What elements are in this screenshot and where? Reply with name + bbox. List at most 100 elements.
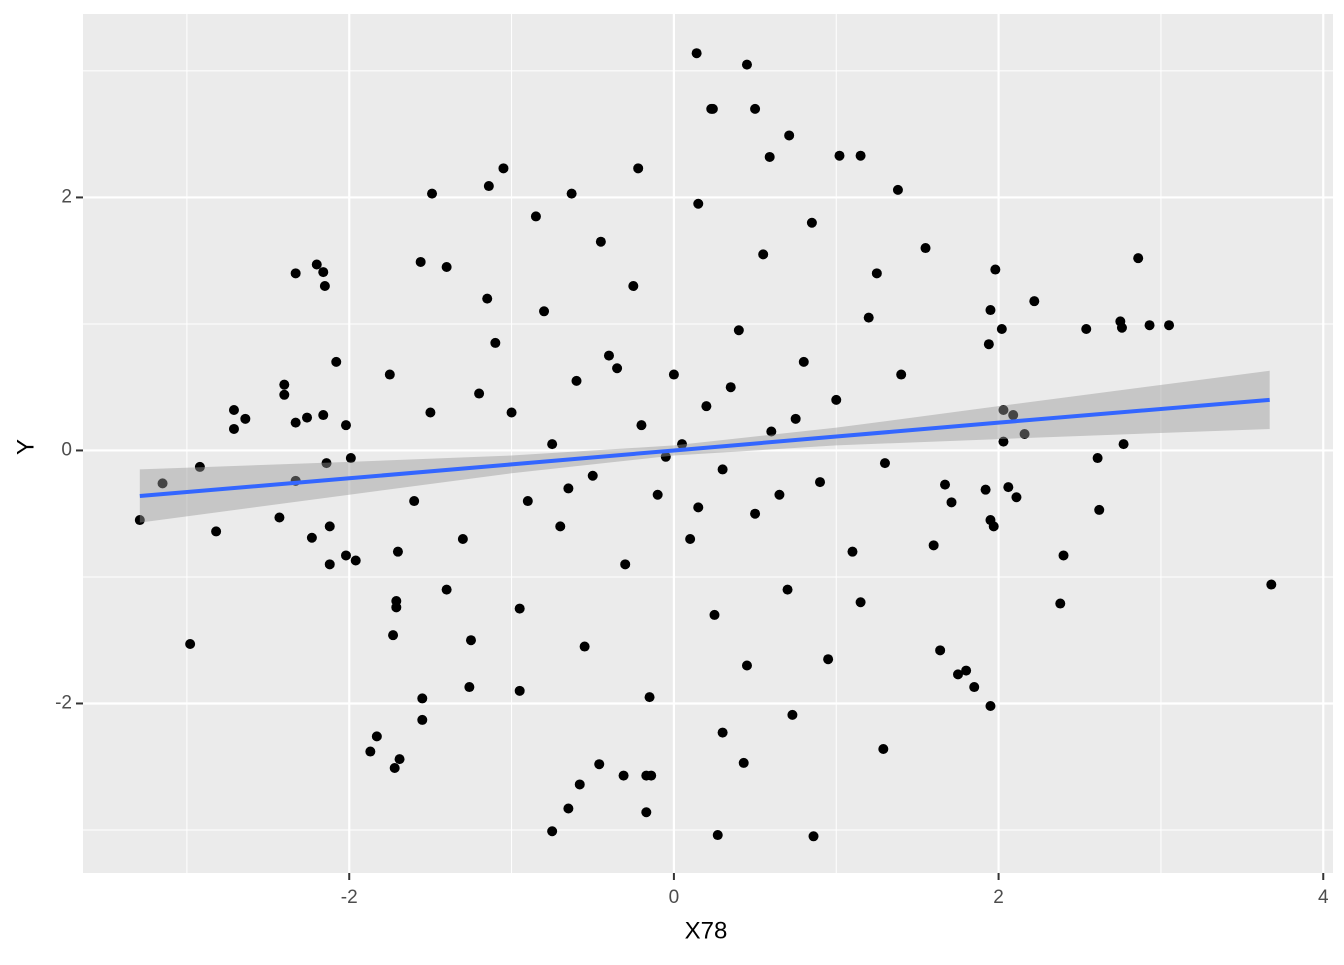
point (228, 404, 239, 415)
point (290, 268, 301, 279)
point (988, 521, 999, 532)
point (530, 211, 541, 222)
x-axis-title: X78 (685, 917, 728, 944)
point (644, 692, 655, 703)
point (425, 407, 436, 418)
point (717, 727, 728, 738)
point (1092, 453, 1103, 464)
point (750, 103, 761, 114)
point (340, 420, 351, 431)
point (725, 382, 736, 393)
point (983, 339, 994, 350)
point (1164, 320, 1175, 331)
y-tick-label: 0 (61, 439, 72, 460)
point (415, 256, 426, 267)
point (279, 389, 290, 400)
point (157, 478, 168, 489)
point (566, 188, 577, 199)
point (815, 477, 826, 488)
marks (134, 48, 1277, 842)
point (384, 369, 395, 380)
point (211, 526, 222, 537)
point (1011, 492, 1022, 503)
point (1118, 439, 1129, 450)
point (855, 150, 866, 161)
point (646, 770, 657, 781)
point (555, 521, 566, 532)
point (306, 532, 317, 543)
point (318, 410, 329, 421)
point (514, 603, 525, 614)
point (194, 461, 205, 472)
point (855, 597, 866, 608)
point (798, 356, 809, 367)
point (595, 236, 606, 247)
point (388, 630, 399, 641)
y-tick-label: -2 (55, 692, 72, 713)
point (628, 280, 639, 291)
point (539, 306, 550, 317)
point (563, 803, 574, 814)
point (302, 412, 313, 423)
point (920, 243, 931, 254)
point (741, 59, 752, 70)
point (1019, 429, 1030, 440)
point (134, 515, 145, 526)
point (871, 268, 882, 279)
point (319, 280, 330, 291)
point (240, 413, 251, 424)
point (612, 363, 623, 374)
point (594, 759, 605, 770)
point (879, 458, 890, 469)
point (1055, 598, 1066, 609)
point (764, 151, 775, 162)
point (417, 714, 428, 725)
point (707, 103, 718, 114)
point (1133, 253, 1144, 264)
point (417, 693, 428, 704)
point (345, 453, 356, 464)
point (371, 731, 382, 742)
point (228, 423, 239, 434)
point (618, 770, 629, 781)
point (806, 217, 817, 228)
fit-line (139, 397, 1270, 498)
point (693, 198, 704, 209)
point (365, 746, 376, 757)
point (953, 669, 963, 680)
point (587, 470, 598, 481)
point (733, 325, 744, 336)
point (547, 439, 558, 450)
point (579, 641, 590, 652)
point (928, 540, 939, 551)
point (1081, 324, 1092, 335)
point (693, 502, 704, 513)
point (782, 584, 793, 595)
point (389, 762, 400, 773)
point (498, 163, 509, 174)
point (1003, 482, 1014, 493)
point (1094, 504, 1105, 515)
point (758, 249, 769, 260)
point (787, 709, 798, 720)
point (290, 417, 301, 428)
point (823, 654, 834, 665)
point (1029, 296, 1040, 307)
point (985, 305, 996, 316)
point (985, 701, 996, 712)
point (620, 559, 631, 570)
point (490, 337, 501, 348)
point (331, 356, 342, 367)
point (677, 439, 688, 450)
point (896, 369, 907, 380)
point (998, 404, 1009, 415)
point (774, 489, 785, 500)
point (571, 375, 582, 386)
point (790, 413, 801, 424)
point (457, 534, 468, 545)
point (641, 807, 652, 818)
point (668, 369, 679, 380)
point (652, 489, 663, 500)
point (603, 350, 614, 361)
